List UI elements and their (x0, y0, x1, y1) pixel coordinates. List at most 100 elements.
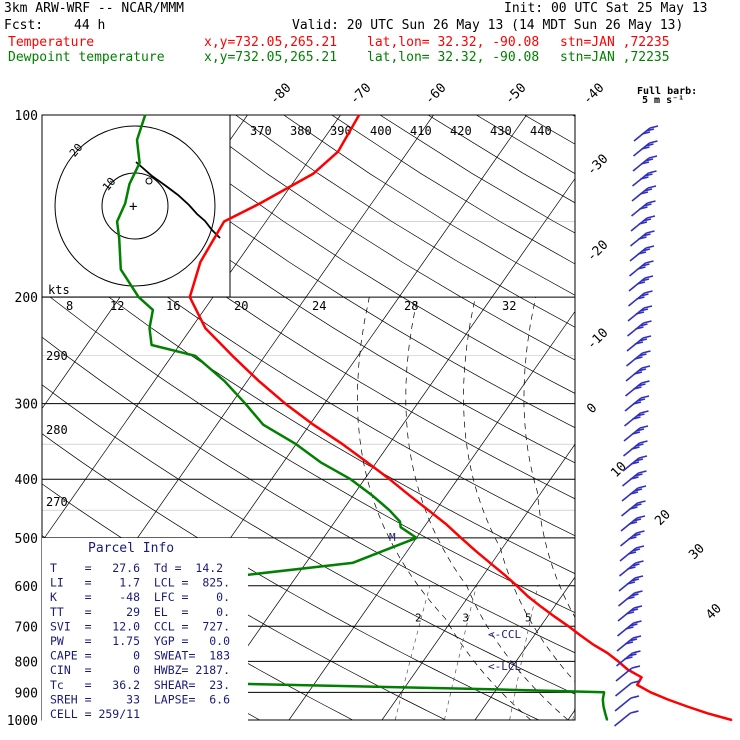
barb-flag (635, 545, 645, 549)
dewpoint-point-120 (138, 162, 141, 164)
temperature-point-200 (189, 296, 191, 298)
wind-barb (630, 215, 656, 232)
barb-flag (634, 356, 643, 360)
wind-barb (618, 560, 644, 577)
temperature-point-450 (427, 509, 430, 512)
temperature-point-175 (199, 261, 202, 263)
barb-flag (639, 323, 648, 327)
wind-barb (627, 305, 653, 322)
barb-flag (633, 605, 643, 609)
wind-barb (628, 260, 654, 277)
barb-flag (643, 203, 652, 207)
temperature-point-425 (408, 494, 411, 497)
wind-barb (629, 245, 655, 262)
hodograph-trace (135, 161, 221, 239)
temperature-point-750 (592, 643, 594, 646)
dewpoint-point-500 (415, 537, 418, 539)
wind-barb (615, 650, 641, 667)
barb-flag (648, 155, 658, 159)
barb-flag (641, 263, 650, 267)
barb-flag (630, 578, 640, 582)
temperature-point-800 (617, 660, 620, 663)
wind-barb (628, 275, 654, 292)
barb-flag (642, 350, 651, 354)
dewpoint-point-450 (388, 509, 391, 512)
temperature-point-600 (516, 585, 518, 587)
mixing-ratio-label-5: 5 (525, 611, 532, 624)
barb-flag (631, 563, 640, 567)
barb-flag (639, 425, 649, 429)
dewpoint-point-160 (118, 237, 120, 240)
temperature-point-975 (706, 712, 709, 715)
dry-adiabat-430 (427, 115, 575, 204)
isotherm-label-0: 0 (584, 401, 600, 417)
barb-flag (646, 215, 656, 219)
mixing-ratio-8 (572, 705, 575, 720)
barb-flag (637, 500, 646, 504)
dewpoint-point-470 (399, 520, 401, 523)
barb-flag (625, 626, 634, 630)
isotherm-label-10: 10 (608, 459, 630, 481)
dewpoint-point-1000 (606, 719, 608, 721)
dry-adiabat-290 (42, 384, 575, 695)
barb-flag (640, 278, 650, 282)
moist-adiabat-10 (405, 297, 569, 720)
dewpoint-point-150 (116, 220, 118, 223)
barb-flag (638, 470, 647, 474)
barb-flag (638, 236, 647, 240)
barb-flag (629, 623, 638, 627)
isotherm--10 (381, 443, 575, 720)
legend-station-temperature: stn=JAN ,72235 (560, 35, 670, 50)
barb-flag (644, 290, 653, 294)
barb-flag (634, 341, 644, 345)
barb-flag (636, 281, 646, 285)
temperature-point-675 (553, 615, 556, 618)
barb-flag (647, 185, 657, 189)
speed-label-20: 20 (234, 299, 248, 313)
isotherm-label-m40: -40 (580, 81, 607, 108)
barb-flag (645, 245, 655, 249)
dewpoint-point-250 (194, 355, 196, 357)
mixing-ratio-label-8: 8 (586, 611, 593, 624)
barb-flag (642, 233, 651, 237)
isotherm-label-m20: -20 (584, 238, 611, 265)
barb-flag (624, 656, 633, 660)
moist-adiabat-14 (463, 297, 575, 683)
barb-flag (632, 401, 642, 405)
wind-barb (632, 140, 658, 157)
barb-flag (637, 383, 646, 387)
barb-flag (641, 146, 650, 150)
dry-adiabat-360 (90, 115, 575, 429)
wind-barb (626, 335, 652, 352)
mixing-ratio-label-3: 3 (462, 611, 469, 624)
pressure-label-500: 500 (15, 532, 38, 547)
barb-flag (632, 518, 642, 522)
barb-flag (634, 575, 644, 579)
mixing-ratio-2 (394, 585, 431, 720)
dewpoint-point-140 (124, 202, 126, 205)
barb-flag (630, 695, 640, 699)
barb-flag (633, 620, 642, 624)
temperature-point-550 (489, 562, 491, 564)
barb-staff (614, 697, 632, 712)
barb-flag (630, 710, 639, 714)
temperature-point-775 (606, 652, 609, 654)
barb-flag (636, 413, 645, 417)
temperature-point-500 (460, 537, 462, 539)
dewpoint-point-550 (351, 562, 354, 564)
temperature-point-225 (204, 327, 207, 329)
dry-adiabat-300 (42, 336, 575, 654)
forecast-hours: 44 h (74, 18, 106, 33)
pressure-label-400: 400 (15, 473, 38, 488)
parcel-info-rows: T = 27.6 Td = 14.2LI = 1.7 LCL = 825.K =… (50, 561, 230, 721)
temperature-point-725 (579, 634, 582, 637)
pressure-label-100: 100 (15, 109, 38, 124)
isotherm-10 (567, 709, 575, 720)
series-group (96, 114, 733, 722)
barb-flag (631, 680, 640, 684)
theta-side-label-270: 270 (46, 495, 68, 509)
dewpoint-point-200 (137, 296, 140, 298)
mixing-ratio-3 (444, 585, 477, 720)
hodo-center: + (129, 199, 137, 215)
dewpoint-point-400 (349, 478, 352, 481)
